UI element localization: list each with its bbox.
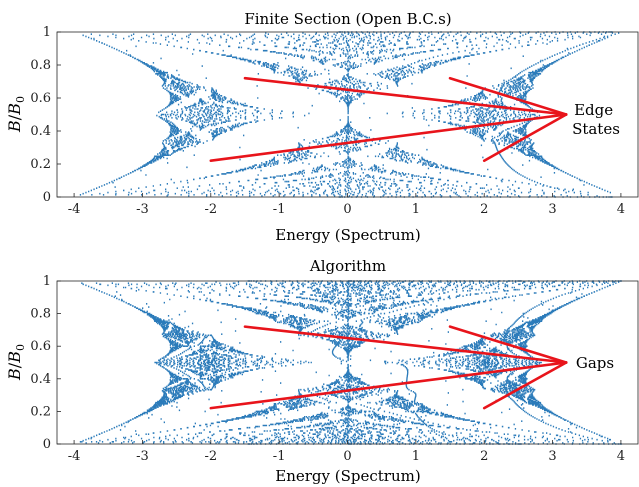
y-axis-ticks: 0 0.2 0.4 0.6 0.8 1	[30, 274, 61, 452]
x-tick-label: 3	[548, 202, 556, 217]
y-tick-label: 0.8	[30, 307, 51, 322]
y-tick-label: 1	[43, 274, 51, 289]
finite-section-panel: Finite Section (Open B.C.s) -4 -3 -2 -1 0 1 2 3…	[5, 10, 639, 244]
x-tick-label: -1	[273, 449, 286, 464]
x-tick-label: -1	[273, 202, 286, 217]
y-tick-label: 0.2	[30, 157, 51, 172]
hofstadter-spectrum	[79, 280, 622, 445]
annotation-arrow	[243, 325, 568, 364]
x-tick-label: 0	[343, 202, 351, 217]
y-tick-label: 0	[43, 190, 51, 205]
axes-frame	[56, 31, 639, 198]
y-tick-label: 0.6	[30, 91, 51, 106]
x-tick-label: -4	[68, 449, 81, 464]
algorithm-panel: Algorithm -4 -3 -2 -1 0 1 2 3 4 0 0.2 0.4 0.6 0.8 1 E…	[5, 257, 639, 485]
x-tick-label: 4	[617, 202, 625, 217]
x-tick-label: 2	[480, 202, 488, 217]
annotation-arrow	[482, 113, 568, 162]
y-tick-label: 0.4	[30, 124, 51, 139]
x-axis-ticks: -4 -3 -2 -1 0 1 2 3 4	[68, 193, 625, 217]
x-axis-label: Energy (Spectrum)	[275, 226, 420, 244]
spectrum-points	[79, 31, 620, 198]
annotation-edge-states: Edge States	[572, 101, 620, 138]
annotation-gaps: Gaps	[576, 354, 614, 372]
annotation-arrow	[448, 76, 568, 116]
chart-title: Finite Section (Open B.C.s)	[244, 10, 451, 28]
chart-title: Algorithm	[309, 257, 386, 275]
y-axis-label: B/B0	[5, 344, 27, 381]
x-tick-label: -2	[204, 449, 217, 464]
spectrum-points	[79, 280, 622, 445]
annotation-arrow	[243, 76, 568, 116]
y-tick-label: 0.4	[30, 372, 51, 387]
hofstadter-spectrum	[79, 31, 620, 198]
y-axis-label: B/B0	[5, 96, 27, 133]
y-tick-label: 0.8	[30, 58, 51, 73]
x-axis-label: Energy (Spectrum)	[275, 467, 420, 485]
y-tick-label: 1	[43, 25, 51, 40]
y-tick-label: 0.6	[30, 339, 51, 354]
annotation-arrow	[448, 325, 568, 364]
x-tick-label: -2	[204, 202, 217, 217]
annotation-arrow	[209, 361, 568, 410]
gap-arrows	[209, 325, 568, 410]
x-tick-label: 2	[480, 449, 488, 464]
annotation-arrow	[209, 113, 568, 162]
x-axis-ticks: -4 -3 -2 -1 0 1 2 3 4	[68, 440, 625, 464]
x-tick-label: 0	[343, 449, 351, 464]
x-tick-label: 3	[548, 449, 556, 464]
x-tick-label: 4	[617, 449, 625, 464]
y-tick-label: 0.2	[30, 404, 51, 419]
y-axis-ticks: 0 0.2 0.4 0.6 0.8 1	[30, 25, 61, 205]
x-tick-label: -3	[136, 449, 149, 464]
y-tick-label: 0	[43, 437, 51, 452]
x-tick-label: 1	[412, 449, 420, 464]
x-tick-label: -4	[68, 202, 81, 217]
x-tick-label: -3	[136, 202, 149, 217]
annotation-arrow	[482, 361, 568, 410]
edge-state-arrows	[209, 76, 568, 162]
x-tick-label: 1	[412, 202, 420, 217]
